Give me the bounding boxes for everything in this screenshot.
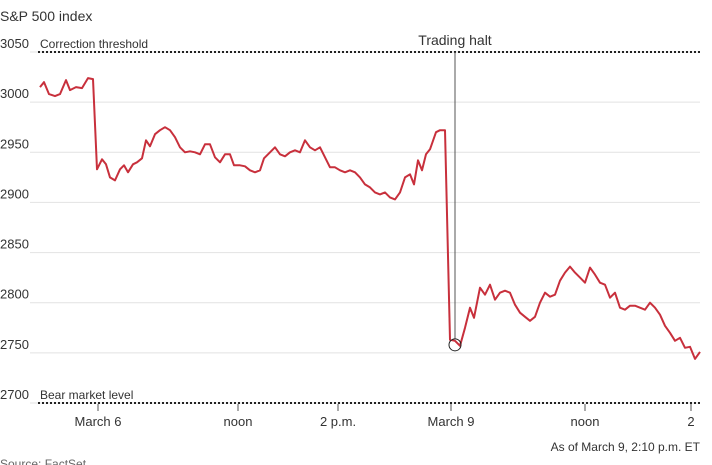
x-tick-label: 2 <box>687 414 694 429</box>
x-tick-label: March 9 <box>428 414 475 429</box>
x-tick-label: noon <box>224 414 253 429</box>
chart-title: S&P 500 index <box>0 8 92 24</box>
y-tick-label: 2800 <box>0 287 29 302</box>
y-tick-label: 2700 <box>0 387 29 402</box>
reference-label: Correction threshold <box>40 37 148 51</box>
y-tick-label: 3050 <box>0 36 29 51</box>
data-line <box>39 77 701 360</box>
note: As of March 9, 2:10 p.m. ET <box>551 440 701 454</box>
reference-label: Bear market level <box>40 388 133 402</box>
y-tick-label: 2750 <box>0 337 29 352</box>
x-tick-label: 2 p.m. <box>320 414 356 429</box>
y-tick-label: 2950 <box>0 136 29 151</box>
y-tick-label: 2900 <box>0 186 29 201</box>
y-tick-label: 2850 <box>0 237 29 252</box>
annotation-label: Trading halt <box>418 32 492 48</box>
x-tick-label: noon <box>571 414 600 429</box>
x-tick-label: March 6 <box>75 414 122 429</box>
annotation-marker <box>448 338 462 352</box>
source: Source: FactSet <box>0 457 87 465</box>
y-tick-label: 3000 <box>0 86 29 101</box>
